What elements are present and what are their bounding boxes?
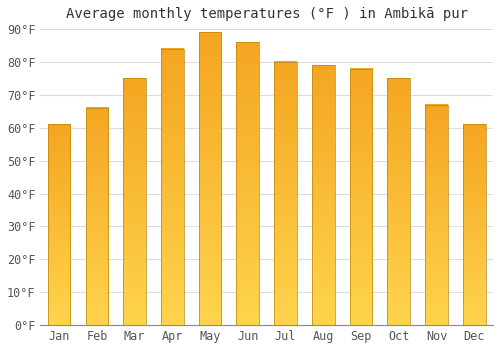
Bar bbox=[274, 62, 297, 325]
Bar bbox=[236, 42, 259, 325]
Bar bbox=[425, 105, 448, 325]
Bar bbox=[350, 69, 372, 325]
Bar bbox=[388, 78, 410, 325]
Title: Average monthly temperatures (°F ) in Ambikā pur: Average monthly temperatures (°F ) in Am… bbox=[66, 7, 468, 21]
Bar bbox=[48, 125, 70, 325]
Bar bbox=[161, 49, 184, 325]
Bar bbox=[86, 108, 108, 325]
Bar bbox=[463, 125, 485, 325]
Bar bbox=[199, 32, 222, 325]
Bar bbox=[312, 65, 334, 325]
Bar bbox=[124, 78, 146, 325]
